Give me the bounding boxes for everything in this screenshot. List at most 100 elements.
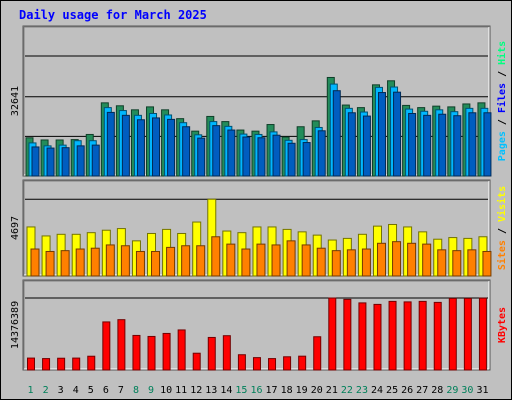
- legend-files: Files: [496, 83, 508, 113]
- bar-kbytes: [268, 358, 277, 371]
- bar-sites: [376, 242, 386, 277]
- bar-sites: [482, 250, 492, 277]
- bar-kbytes: [403, 301, 412, 371]
- x-tick-label: 16: [250, 385, 262, 396]
- bar-sites: [196, 245, 206, 277]
- bar-sites: [166, 246, 176, 277]
- bar-pages: [121, 114, 130, 177]
- series-sites: [30, 236, 492, 277]
- bar-pages: [242, 136, 251, 177]
- bar-pages: [46, 147, 55, 177]
- bar-kbytes: [192, 352, 201, 371]
- bar-pages: [182, 126, 191, 177]
- bar-sites: [30, 248, 40, 277]
- bar-pages: [197, 137, 206, 177]
- bar-pages: [393, 91, 402, 177]
- x-tick-label: 26: [401, 385, 413, 396]
- bar-sites: [241, 248, 251, 277]
- x-axis-labels: 1 2 3 4 5 6 7 8 9 10 11 12 13 14 15 16 17 18 19 20 21 22 23 24 2…: [28, 385, 489, 396]
- x-tick-label: 7: [118, 385, 124, 396]
- bar-sites: [226, 243, 236, 277]
- bar-sites: [331, 250, 341, 277]
- bar-pages: [91, 144, 100, 177]
- x-tick-label: 3: [58, 385, 64, 396]
- bar-sites: [271, 244, 281, 277]
- bar-kbytes: [298, 355, 307, 371]
- bar-pages: [31, 146, 40, 177]
- bar-kbytes: [87, 355, 96, 371]
- legend-kbytes: KBytes: [497, 307, 508, 343]
- legend-hits: Hits: [496, 41, 508, 65]
- bar-pages: [362, 115, 371, 177]
- x-tick-label: 5: [88, 385, 94, 396]
- bar-pages: [136, 119, 145, 177]
- bar-kbytes: [117, 319, 126, 371]
- bar-pages: [167, 118, 176, 177]
- x-tick-label: 19: [296, 385, 308, 396]
- bar-sites: [467, 249, 477, 277]
- bar-kbytes: [313, 336, 322, 371]
- bar-kbytes: [162, 332, 171, 371]
- y-max-label: 14376389: [10, 301, 21, 349]
- y-max-label: 4697: [10, 216, 21, 240]
- panel-legend: KBytes: [497, 307, 508, 343]
- bar-sites: [346, 249, 356, 277]
- bar-kbytes: [463, 297, 472, 371]
- x-tick-label: 4: [73, 385, 79, 396]
- x-tick-label: 23: [356, 385, 368, 396]
- x-tick-label: 27: [416, 385, 428, 396]
- bar-pages: [106, 111, 115, 177]
- legend-pages: Pages: [497, 131, 508, 161]
- bar-pages: [408, 113, 417, 177]
- y-max-label: 32641: [10, 86, 21, 116]
- x-tick-label: 1: [28, 385, 34, 396]
- x-tick-label: 10: [160, 385, 172, 396]
- bar-sites: [181, 245, 191, 277]
- x-tick-label: 31: [476, 385, 488, 396]
- bar-kbytes: [207, 336, 216, 371]
- bar-kbytes: [358, 302, 367, 371]
- series-kbytes: [27, 297, 487, 371]
- bar-pages: [272, 134, 281, 177]
- bar-kbytes: [132, 334, 141, 371]
- bar-sites: [256, 243, 266, 277]
- bar-sites: [392, 241, 402, 277]
- bar-sites: [407, 242, 417, 277]
- x-tick-label: 13: [205, 385, 217, 396]
- x-tick-label: 24: [371, 385, 383, 396]
- panel-requests: 32641 Pages / Files / Hits: [10, 25, 508, 177]
- bar-kbytes: [27, 357, 35, 371]
- bar-sites: [211, 236, 221, 277]
- bar-sites: [151, 250, 161, 277]
- x-tick-label: 14: [220, 385, 232, 396]
- bar-kbytes: [252, 357, 261, 371]
- panel-kbytes: 14376389 KBytes: [10, 279, 508, 371]
- legend-separator: /: [497, 113, 508, 131]
- x-tick-label: 29: [446, 385, 458, 396]
- bar-pages: [61, 147, 70, 177]
- bar-sites: [45, 250, 55, 277]
- x-tick-label: 6: [103, 385, 109, 396]
- bar-pages: [257, 137, 266, 177]
- x-tick-label: 20: [311, 385, 323, 396]
- bar-kbytes: [343, 298, 352, 371]
- bar-pages: [302, 142, 311, 177]
- x-tick-label: 21: [326, 385, 338, 396]
- x-tick-label: 30: [461, 385, 473, 396]
- bar-pages: [76, 145, 85, 177]
- bar-sites: [286, 240, 296, 277]
- bar-kbytes: [448, 297, 457, 371]
- chart-panels: 32641 Pages / Files / Hits 4697 Sites / Vis…: [10, 25, 508, 371]
- bar-kbytes: [102, 321, 111, 371]
- bar-pages: [332, 90, 341, 177]
- legend-separator: /: [497, 222, 508, 240]
- x-tick-label: 11: [175, 385, 187, 396]
- x-tick-label: 9: [148, 385, 154, 396]
- bar-sites: [75, 248, 85, 277]
- bar-pages: [287, 142, 296, 177]
- x-tick-label: 17: [266, 385, 278, 396]
- bar-pages: [227, 129, 236, 177]
- bar-pages: [483, 112, 492, 177]
- bar-kbytes: [433, 301, 442, 371]
